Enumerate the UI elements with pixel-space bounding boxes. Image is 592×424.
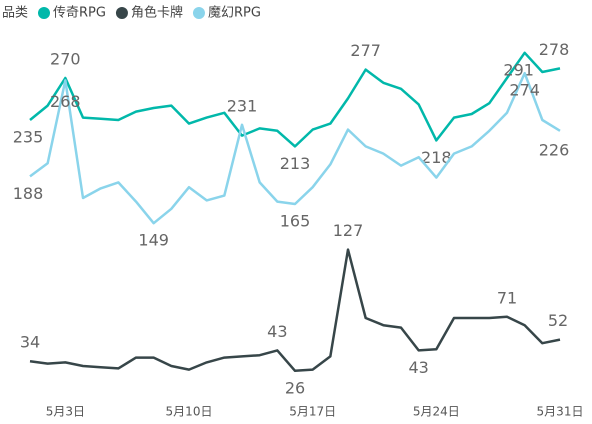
data-label: 226 xyxy=(539,140,570,159)
series-line xyxy=(29,51,561,148)
data-label: 165 xyxy=(280,212,311,231)
data-label: 127 xyxy=(333,221,364,240)
data-label: 274 xyxy=(509,81,540,100)
legend-marker xyxy=(38,7,50,19)
data-label: 268 xyxy=(50,92,81,111)
series-line xyxy=(29,71,561,225)
data-label: 52 xyxy=(548,311,568,330)
data-label: 34 xyxy=(20,333,40,352)
data-label: 188 xyxy=(13,184,44,203)
data-label: 71 xyxy=(497,288,517,307)
data-label: 43 xyxy=(408,358,428,377)
data-label: 291 xyxy=(503,60,534,79)
data-label: 26 xyxy=(285,378,305,397)
x-tick-label: 5月31日 xyxy=(537,405,584,419)
data-label: 218 xyxy=(421,148,452,167)
x-tick-label: 5月24日 xyxy=(413,405,460,419)
x-tick-label: 5月17日 xyxy=(289,405,336,419)
data-label: 277 xyxy=(350,41,381,60)
data-label: 235 xyxy=(13,128,44,147)
legend-label: 魔幻RPG xyxy=(208,6,261,21)
legend-marker xyxy=(115,7,128,19)
series-line xyxy=(29,248,561,373)
x-tick-label: 5月10日 xyxy=(166,405,213,419)
data-label: 278 xyxy=(539,40,570,59)
legend-title: 品类 xyxy=(2,6,28,21)
legend-marker xyxy=(192,7,205,19)
data-label: 43 xyxy=(267,322,287,341)
data-label: 149 xyxy=(138,231,169,250)
data-label: 270 xyxy=(50,50,81,69)
x-tick-label: 5月3日 xyxy=(46,405,85,419)
data-label: 231 xyxy=(227,96,258,115)
legend-label: 传奇RPG xyxy=(53,5,106,21)
data-label: 213 xyxy=(280,154,311,173)
legend-label: 角色卡牌 xyxy=(131,5,183,21)
